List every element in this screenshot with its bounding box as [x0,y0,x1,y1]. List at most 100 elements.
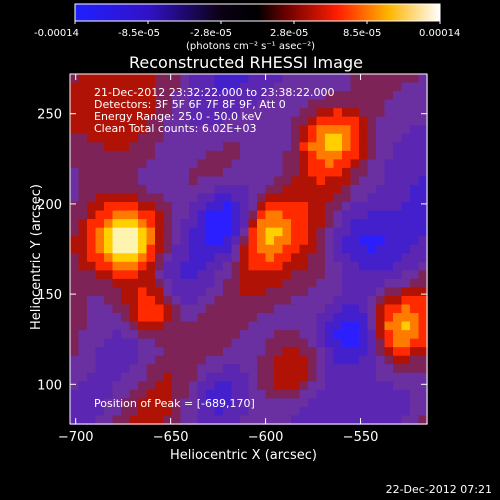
heatmap-cell [401,184,411,195]
heatmap-cell [367,381,377,391]
heatmap-cell [359,389,369,400]
heatmap-cell [248,330,258,340]
heatmap-cell [384,159,394,169]
heatmap-cell [316,389,326,400]
heatmap-cell [248,415,258,425]
heatmap-cell [206,125,216,135]
heatmap-cell [333,261,343,272]
heatmap-cell [291,347,301,357]
heatmap-cell [265,108,275,118]
heatmap-cell [350,133,360,144]
heatmap-cell [359,193,369,203]
heatmap-cell [214,381,224,391]
annotation-energy-range: Energy Range: 25.0 - 50.0 keV [94,110,262,123]
heatmap-cell [189,159,199,169]
heatmap-cell [138,74,148,84]
heatmap-cell [189,210,199,220]
heatmap-cell [223,108,233,118]
heatmap-cell [112,270,122,280]
heatmap-cell [240,74,250,84]
heatmap-cell [299,261,309,272]
heatmap-cell [376,193,386,203]
heatmap-cell [342,313,352,323]
heatmap-cell [146,150,156,161]
heatmap-cell [206,142,216,152]
heatmap-cell [410,398,420,408]
heatmap-cell [418,398,428,408]
heatmap-cell [248,313,258,323]
heatmap-cell [87,193,97,203]
heatmap-cell [240,253,250,263]
heatmap-cell [214,270,224,280]
heatmap-cell [325,295,335,306]
heatmap-cell [78,244,88,255]
heatmap-cell [70,99,80,109]
heatmap-cell [172,381,182,391]
heatmap-cell [129,330,139,340]
heatmap-cell [274,133,284,144]
heatmap-cell [180,270,190,280]
heatmap-cell [401,202,411,212]
heatmap-cell [393,415,403,425]
heatmap-cell [189,381,199,391]
heatmap-cell [257,415,267,425]
heatmap-cell [138,99,148,109]
heatmap-cell [70,108,80,118]
heatmap-cell [401,355,411,366]
heatmap-cell [376,415,386,425]
heatmap-cell [384,142,394,152]
heatmap-cell [138,150,148,161]
heatmap-cell [78,347,88,357]
heatmap-cell [223,330,233,340]
heatmap-cell [274,270,284,280]
heatmap-cell [333,193,343,203]
heatmap-cell [197,338,207,348]
heatmap-cell [316,202,326,212]
heatmap-cell [418,321,428,331]
heatmap-cell [282,389,292,400]
heatmap-cell [376,184,386,195]
heatmap-cell [129,99,139,109]
heatmap-cell [299,193,309,203]
heatmap-cell [401,159,411,169]
heatmap-cell [197,372,207,383]
heatmap-cell [342,347,352,357]
heatmap-cell [121,210,131,220]
heatmap-cell [393,364,403,374]
heatmap-cell [180,99,190,109]
heatmap-cell [104,381,114,391]
heatmap-cell [78,125,88,135]
heatmap-cell [418,99,428,109]
heatmap-cell [376,159,386,169]
heatmap-cell [95,372,105,383]
heatmap-cell [316,150,326,161]
heatmap-cell [384,193,394,203]
heatmap-cell [299,321,309,331]
heatmap-cell [138,330,148,340]
heatmap-cell [333,176,343,186]
heatmap-cell [257,364,267,374]
heatmap-cell [359,278,369,289]
heatmap-cell [299,116,309,127]
heatmap-cell [265,184,275,195]
heatmap-cell [163,253,173,263]
heatmap-cell [231,381,241,391]
heatmap-cell [146,364,156,374]
heatmap-cell [163,287,173,297]
heatmap-cell [282,184,292,195]
heatmap-cell [240,313,250,323]
heatmap-cell [214,150,224,161]
heatmap-cell [291,415,301,425]
heatmap-cell [197,133,207,144]
heatmap-cell [95,347,105,357]
heatmap-cell [95,244,105,255]
heatmap-cell [214,125,224,135]
heatmap-cell [172,389,182,400]
heatmap-cell [325,381,335,391]
heatmap-cell [367,398,377,408]
heatmap-cell [359,398,369,408]
heatmap-cell [146,330,156,340]
heatmap-cell [384,133,394,144]
heatmap-cell [333,184,343,195]
heatmap-cell [308,176,318,186]
